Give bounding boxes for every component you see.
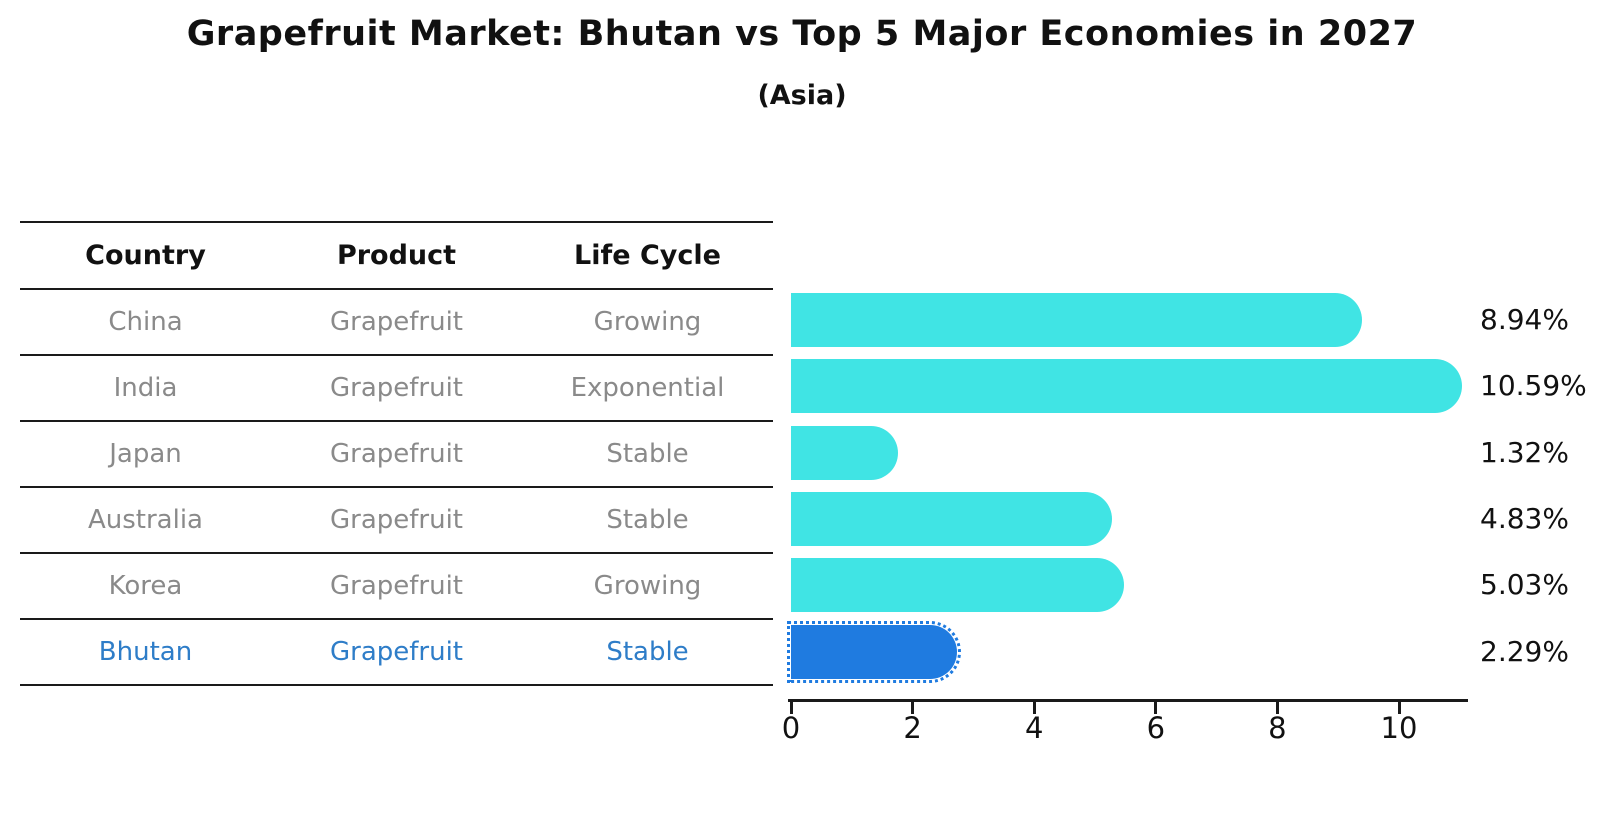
table-cell-life_cycle: Stable <box>606 505 689 535</box>
table-cell-life_cycle: Exponential <box>570 373 725 403</box>
table-cell-country: India <box>113 373 178 403</box>
x-tick-label: 4 <box>1024 711 1044 745</box>
table-body: China Grapefruit Growing India Grapefruit Exp… <box>20 290 773 686</box>
bar-australia <box>791 491 1112 546</box>
table-row-japan: Japan Grapefruit Stable <box>20 422 773 488</box>
table-cell-product: Grapefruit <box>329 373 463 403</box>
table-row-china: China Grapefruit Growing <box>20 290 773 356</box>
x-tick-mark <box>911 702 915 714</box>
table-cell-country: China <box>108 307 183 337</box>
table-cell-product: Grapefruit <box>329 571 463 601</box>
table-cell-life_cycle: Growing <box>593 307 702 337</box>
value-label-india: 10.59% <box>1480 369 1587 403</box>
x-axis-line <box>788 699 1468 702</box>
x-tick-label: 6 <box>1146 711 1166 745</box>
value-label-bhutan: 2.29% <box>1480 634 1569 668</box>
bar-highlight-bhutan <box>786 620 962 683</box>
table-cell-country: Australia <box>87 505 203 535</box>
x-tick-label: 0 <box>781 711 801 745</box>
x-tick-mark <box>1397 702 1401 714</box>
x-tick-mark <box>1032 702 1036 714</box>
table-cell-life_cycle: Stable <box>606 439 689 469</box>
table-cell-product: Grapefruit <box>329 505 463 535</box>
chart-subtitle: (Asia) <box>757 80 847 111</box>
table-row-india: India Grapefruit Exponential <box>20 356 773 422</box>
table-cell-product: Grapefruit <box>329 307 463 337</box>
x-tick-label: 8 <box>1268 711 1287 745</box>
value-label-australia: 4.83% <box>1480 501 1569 535</box>
x-tick-mark <box>1275 702 1279 714</box>
comparison-table: Country Product Life Cycle China Grapefru… <box>20 221 773 686</box>
value-label-china: 8.94% <box>1480 303 1569 336</box>
bar-india <box>791 359 1462 414</box>
bar-korea <box>791 558 1124 613</box>
x-tick-label: 10 <box>1380 711 1418 745</box>
column-header-lifecycle: Life Cycle <box>574 240 721 271</box>
table-header-row: Country Product Life Cycle <box>20 223 773 290</box>
x-tick-label: 2 <box>903 711 922 745</box>
value-label-korea: 5.03% <box>1480 568 1569 602</box>
x-tick-mark <box>1154 702 1158 714</box>
table-cell-country: Bhutan <box>98 637 193 667</box>
table-cell-country: Korea <box>108 571 183 601</box>
table-cell-product: Grapefruit <box>329 439 463 469</box>
table-cell-life_cycle: Growing <box>593 571 702 601</box>
x-tick-mark <box>789 702 793 714</box>
table-cell-country: Japan <box>109 439 182 469</box>
table-row-bhutan: Bhutan Grapefruit Stable <box>20 620 773 686</box>
table-cell-life_cycle: Stable <box>606 637 689 667</box>
column-header-country: Country <box>85 240 206 271</box>
table-cell-product: Grapefruit <box>329 637 463 667</box>
bar-china <box>791 293 1362 347</box>
bar-japan <box>791 425 899 480</box>
table-row-korea: Korea Grapefruit Growing <box>20 554 773 620</box>
value-label-japan: 1.32% <box>1480 435 1569 469</box>
column-header-product: Product <box>336 240 457 271</box>
table-row-australia: Australia Grapefruit Stable <box>20 488 773 554</box>
chart-title: Grapefruit Market: Bhutan vs Top 5 Major… <box>186 14 1418 54</box>
